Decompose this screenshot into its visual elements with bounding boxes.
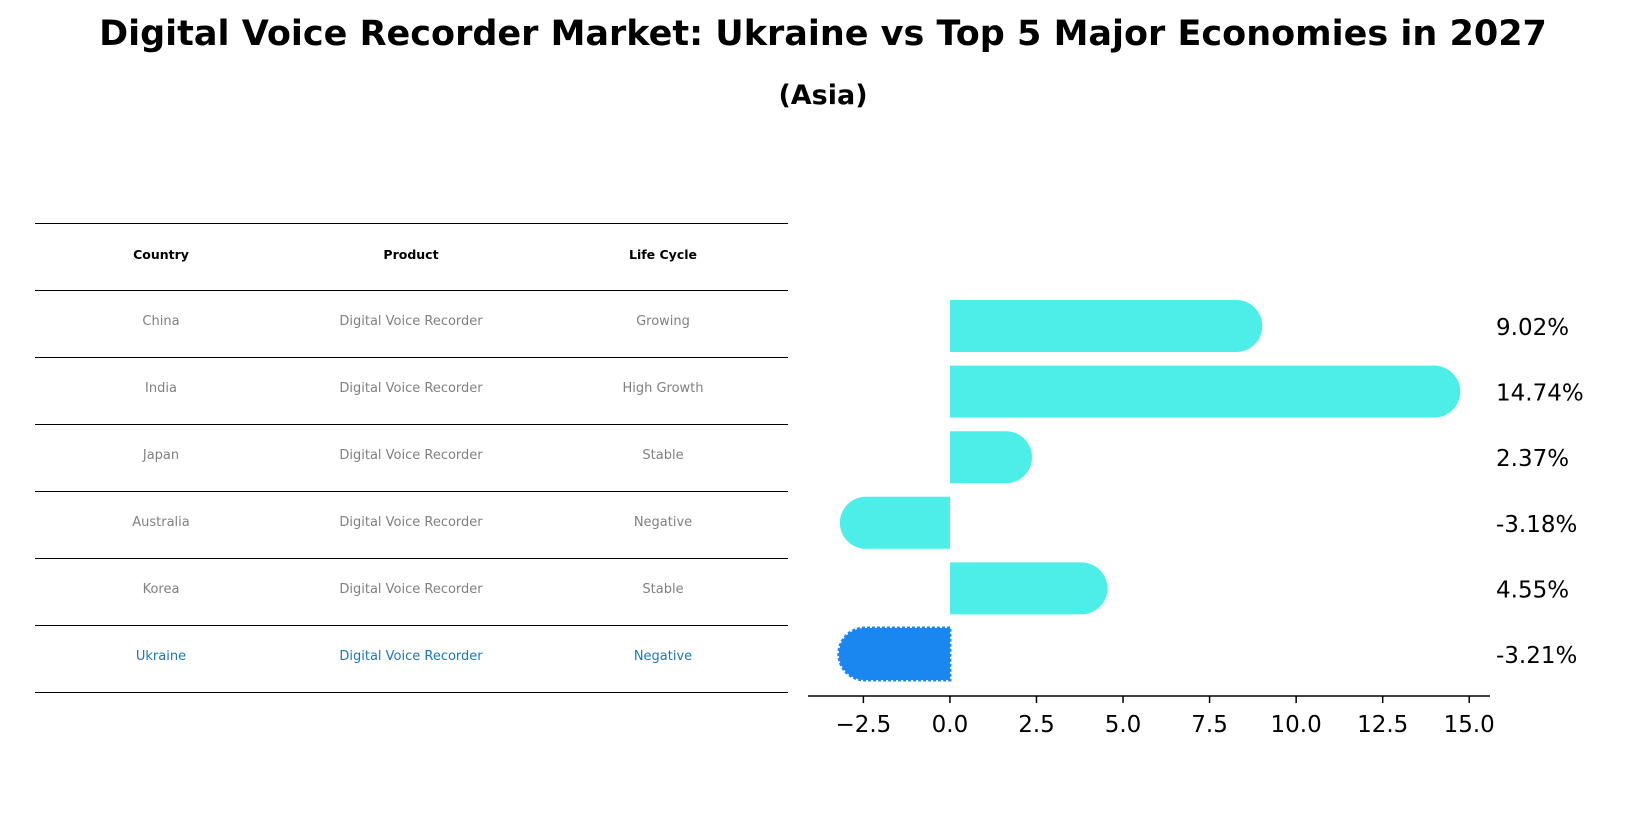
table-cell: Negative <box>633 649 693 664</box>
bar-australia <box>839 496 950 549</box>
table-cell: Japan <box>142 448 180 463</box>
x-tick-label: 7.5 <box>1191 712 1228 738</box>
bar-china <box>949 300 1263 352</box>
table-cell: Digital Voice Recorder <box>339 381 483 396</box>
table-header-cell: Product <box>383 247 439 262</box>
table-row-rule <box>35 357 788 358</box>
table-row-rule <box>35 424 788 425</box>
chart-title: Digital Voice Recorder Market: Ukraine v… <box>99 14 1547 54</box>
bar-value-label: -3.21% <box>1496 643 1577 669</box>
bar-japan <box>949 431 1032 484</box>
bar-value-label: 2.37% <box>1496 446 1569 472</box>
table-cell: Digital Voice Recorder <box>339 515 483 530</box>
table-cell: Digital Voice Recorder <box>339 448 483 463</box>
table-cell: India <box>145 381 177 396</box>
bar-chart: 9.02% 14.74% 2.37% -3.18% 4.55% -3.21% −2.5 0.0… <box>808 300 1584 738</box>
table-cell: Digital Voice Recorder <box>339 314 483 329</box>
bar-korea <box>949 562 1108 615</box>
table-row-rule <box>35 290 788 291</box>
x-tick-label: 5.0 <box>1105 712 1142 738</box>
table-cell: Ukraine <box>135 649 187 664</box>
x-tick-label: 15.0 <box>1444 712 1495 738</box>
table-cell: Digital Voice Recorder <box>339 582 483 597</box>
table-cell: High Growth <box>622 381 704 396</box>
table-cell: Stable <box>642 448 684 463</box>
bar-value-label: 9.02% <box>1496 315 1569 341</box>
table-header-cell: Country <box>133 247 189 262</box>
bar-india <box>949 365 1461 418</box>
table-bottom-rule <box>35 692 788 693</box>
table-cell: Korea <box>142 582 180 597</box>
chart-subtitle: (Asia) <box>778 80 868 111</box>
table-row-rule <box>35 625 788 626</box>
bar-value-label: 14.74% <box>1496 381 1584 407</box>
table-header-cell: Life Cycle <box>628 247 697 262</box>
table-row-rule <box>35 558 788 559</box>
table-top-rule <box>35 223 788 224</box>
table-cell: Growing <box>636 314 690 329</box>
x-tick-label: 10.0 <box>1271 712 1322 738</box>
table-cell: Digital Voice Recorder <box>339 649 483 664</box>
x-tick-label: 0.0 <box>932 712 969 738</box>
x-tick-label: −2.5 <box>835 712 891 738</box>
table-cell: China <box>142 314 180 329</box>
bar-ukraine <box>837 626 952 682</box>
x-tick-label: 2.5 <box>1018 712 1055 738</box>
table-cell: Australia <box>132 515 190 530</box>
table-row-rule <box>35 491 788 492</box>
table-cell: Negative <box>633 515 693 530</box>
table-cell: Stable <box>642 582 684 597</box>
bar-value-label: -3.18% <box>1496 512 1577 538</box>
x-tick-label: 12.5 <box>1357 712 1408 738</box>
bar-value-label: 4.55% <box>1496 577 1569 603</box>
